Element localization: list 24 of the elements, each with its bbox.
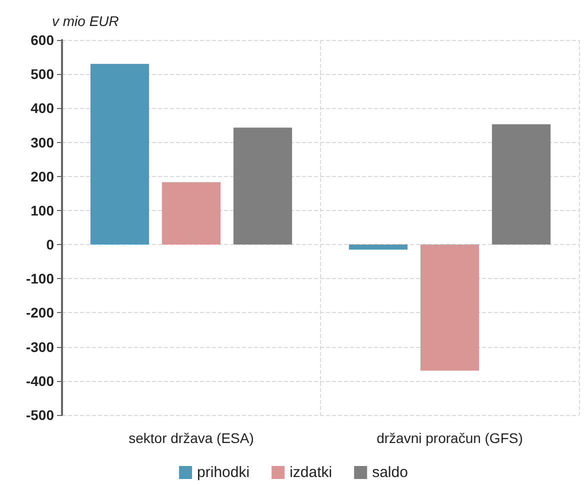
bar bbox=[420, 244, 480, 371]
y-tick-label: 300 bbox=[30, 134, 54, 150]
y-tick-label: 200 bbox=[30, 168, 54, 184]
y-tick-label: 600 bbox=[30, 32, 54, 48]
y-tick-label: -200 bbox=[26, 304, 54, 321]
x-tick-label: sektor država (ESA) bbox=[128, 430, 254, 446]
y-tick-label: 400 bbox=[30, 100, 54, 116]
x-tick-label: državni proračun (GFS) bbox=[376, 430, 523, 446]
bar bbox=[162, 182, 221, 245]
bar bbox=[492, 124, 551, 245]
y-tick-label: -500 bbox=[26, 407, 54, 423]
bar bbox=[233, 128, 292, 245]
legend-label: izdatki bbox=[290, 464, 332, 481]
y-tick-label: -400 bbox=[26, 372, 54, 389]
y-tick-label: -300 bbox=[26, 338, 54, 355]
legend-label: prihodki bbox=[197, 464, 250, 481]
bar bbox=[348, 244, 408, 250]
bar bbox=[90, 64, 150, 245]
legend-label: saldo bbox=[372, 464, 408, 481]
y-tick-label: 100 bbox=[30, 202, 54, 218]
y-tick-label: 0 bbox=[46, 236, 54, 253]
y-tick-label: -100 bbox=[26, 270, 54, 287]
y-tick-label: 500 bbox=[30, 66, 54, 82]
y-axis-title: v mio EUR bbox=[52, 13, 119, 29]
